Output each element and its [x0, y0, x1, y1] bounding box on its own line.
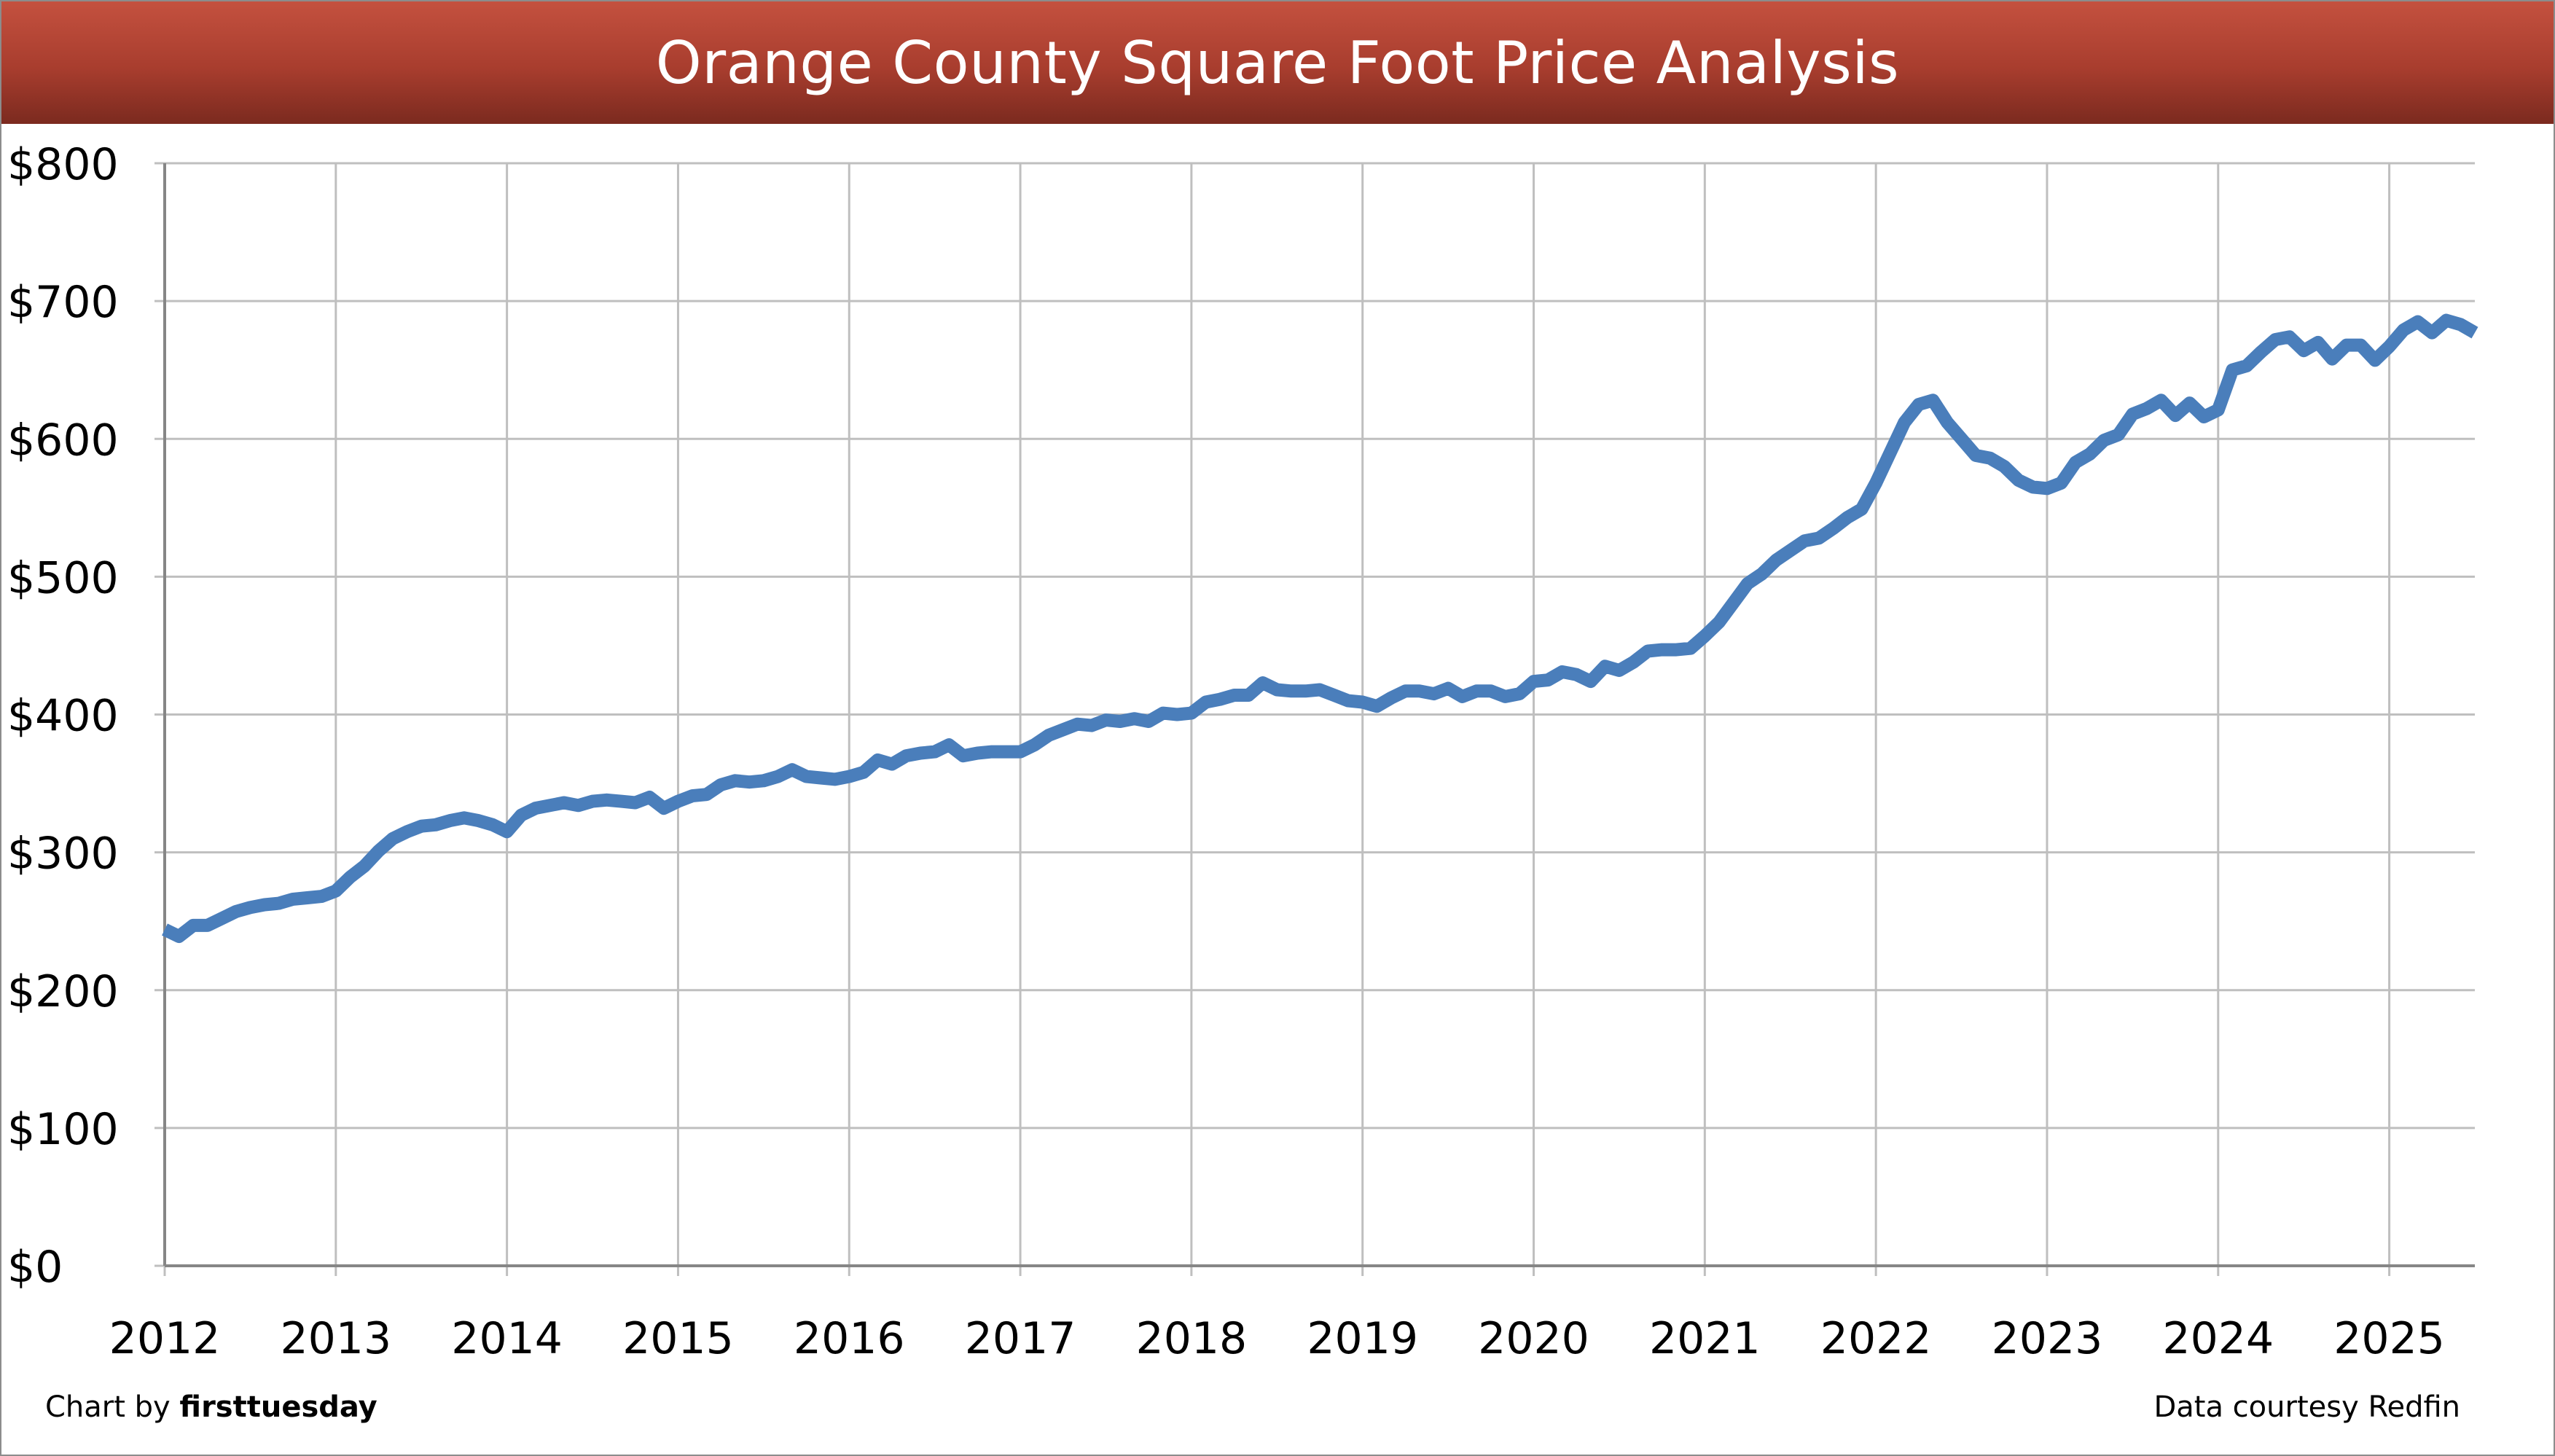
x-tick-label: 2025 [2333, 1313, 2445, 1364]
y-tick-label: $700 [7, 277, 119, 328]
x-tick-label: 2018 [1136, 1313, 1248, 1364]
x-tick-label: 2014 [451, 1313, 563, 1364]
y-tick-label: $400 [7, 691, 119, 742]
x-tick-label: 2013 [280, 1313, 391, 1364]
x-tick-label: 2017 [965, 1313, 1076, 1364]
data-source: Data courtesy Redfin [2153, 1390, 2460, 1424]
y-tick-label: $500 [7, 552, 119, 603]
title-bar: Orange County Square Foot Price Analysis [1, 1, 2554, 124]
x-tick-label: 2024 [2162, 1313, 2274, 1364]
y-tick-label: $0 [7, 1242, 63, 1293]
y-tick-label: $300 [7, 829, 119, 880]
y-tick-label: $600 [7, 415, 119, 466]
credit-brand: firsttuesday [179, 1390, 377, 1424]
y-tick-label: $800 [7, 139, 119, 190]
credit-prefix: Chart by [45, 1390, 180, 1424]
x-tick-label: 2012 [109, 1313, 221, 1364]
x-tick-label: 2021 [1649, 1313, 1761, 1364]
x-tick-label: 2022 [1820, 1313, 1932, 1364]
chart-credit: Chart by firsttuesday [45, 1390, 377, 1424]
x-tick-label: 2016 [794, 1313, 905, 1364]
x-tick-label: 2023 [1992, 1313, 2103, 1364]
y-tick-label: $200 [7, 966, 119, 1017]
x-tick-label: 2019 [1307, 1313, 1418, 1364]
x-tick-label: 2015 [622, 1313, 734, 1364]
x-tick-label: 2020 [1478, 1313, 1589, 1364]
y-tick-label: $100 [7, 1104, 119, 1155]
price-line [162, 313, 2478, 943]
chart-title: Orange County Square Foot Price Analysis [655, 28, 1900, 97]
